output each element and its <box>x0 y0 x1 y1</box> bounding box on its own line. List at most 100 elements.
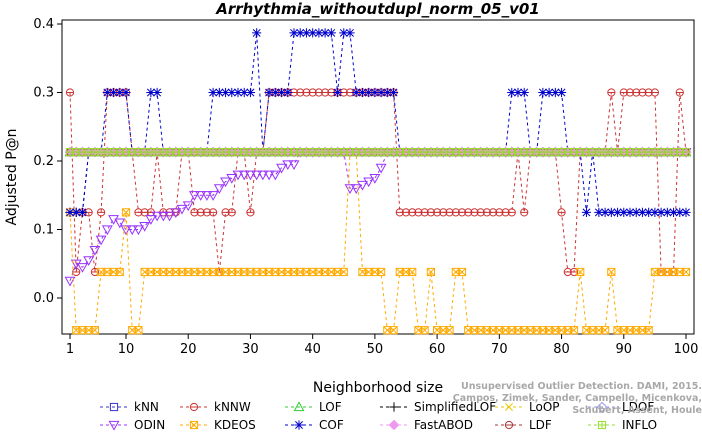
kdeos-point <box>681 267 691 277</box>
kdeos-point-box <box>72 326 81 335</box>
cof-point <box>370 87 380 98</box>
legend-label-knn: kNN <box>134 400 159 414</box>
kdeos-point-box <box>538 326 547 335</box>
cof-point <box>214 87 224 98</box>
x-tick-label: 100 <box>674 342 699 357</box>
kdeos-point-box <box>476 326 485 335</box>
legend-label-fastabod: FastABOD <box>414 418 473 432</box>
kdeos-point-box <box>190 267 199 277</box>
cof-point <box>308 28 318 38</box>
cof-point <box>681 207 691 217</box>
legend-item-odin: ODIN <box>100 418 165 432</box>
kdeos-point-box <box>675 267 684 277</box>
citation-line-1: Campos, Zimek, Sander, Campello, Micenko… <box>452 393 702 416</box>
kdeos-point <box>90 326 99 335</box>
kdeos-point-x <box>601 326 610 335</box>
simplifiedlof-line <box>70 151 686 213</box>
odin-point <box>101 225 113 236</box>
legend-item-lof: LOF <box>285 400 342 414</box>
kdeos-point-box <box>302 267 311 277</box>
cof-point <box>606 207 616 217</box>
odin-point <box>95 235 107 246</box>
legend-item-inflo: INFLO <box>588 418 657 432</box>
legend-label-ldof: LDOF <box>622 400 654 414</box>
kdeos-point-x <box>576 268 585 276</box>
kdeos-point-box <box>202 267 211 277</box>
cof-point <box>656 207 666 217</box>
kdeos-point-x <box>420 326 429 335</box>
legend-label-inflo: INFLO <box>622 418 657 432</box>
knnw-point <box>246 208 255 217</box>
kdeos-point-box <box>594 326 603 335</box>
x-tick-label: 70 <box>491 342 508 357</box>
series-kdeos <box>65 147 691 335</box>
knnw-point <box>557 208 566 217</box>
kdeos-point-box <box>215 267 224 277</box>
kdeos-point-box <box>333 267 342 277</box>
kdeos-point-x <box>377 268 386 276</box>
cof-point <box>239 87 249 98</box>
kdeos-point-box <box>177 267 187 277</box>
kdeos-point-box <box>501 326 510 335</box>
cof-point <box>121 87 131 98</box>
kdeos-point-box <box>569 326 579 335</box>
odin-line <box>69 151 686 282</box>
x-tick-label: 10 <box>118 342 135 357</box>
legend-marker-knnw <box>189 402 199 412</box>
cof-point <box>65 207 75 217</box>
odin-point <box>126 225 138 236</box>
odin-point <box>220 177 232 188</box>
cof-point <box>388 87 399 98</box>
legend-item-fastabod: FastABOD <box>380 418 473 432</box>
odin-point <box>132 225 144 236</box>
kdeos-point-x <box>570 326 578 335</box>
kdeos-point-x <box>115 268 124 276</box>
kdeos-point-box <box>246 267 255 277</box>
kdeos-point-box <box>681 267 691 277</box>
kdeos-point-box <box>258 267 267 277</box>
kdeos-point <box>426 267 435 277</box>
kdeos-point <box>607 267 616 277</box>
kdeos-point-box <box>451 267 460 277</box>
kdeos-point-box <box>532 326 541 335</box>
cof-point <box>227 87 237 98</box>
kdeos-point-box <box>265 267 274 277</box>
cof-point <box>320 28 330 38</box>
kdeos-point-x <box>682 268 690 276</box>
kdeos-point-box <box>109 267 118 277</box>
knnw-point <box>97 208 106 217</box>
kdeos-point-box <box>457 267 467 277</box>
odin-point <box>188 191 200 201</box>
kdeos-point-box <box>489 326 498 335</box>
kdeos-point-x <box>644 326 653 335</box>
cof-point <box>115 87 125 98</box>
kdeos-point-box <box>97 267 106 277</box>
odin-point <box>269 170 281 181</box>
y-tick-label: 0.4 <box>33 17 54 32</box>
cof-point <box>644 207 654 217</box>
cof-point <box>513 87 523 98</box>
series-simplifiedlof <box>65 147 691 217</box>
kdeos-point <box>445 326 454 335</box>
kdeos-point-box <box>370 267 379 277</box>
legend-item-ldof: LDOF <box>588 400 654 414</box>
cof-point <box>376 87 386 98</box>
cof-point <box>550 87 560 98</box>
legend-marker-inflo <box>597 420 607 430</box>
odin-point <box>182 201 194 212</box>
cof-point <box>364 87 374 98</box>
cof-point <box>289 28 299 38</box>
cof-line <box>70 32 686 213</box>
cof-point <box>382 87 392 98</box>
kdeos-point <box>457 267 467 277</box>
cof-point <box>108 87 119 98</box>
series-inflo <box>65 147 691 157</box>
odin-point <box>356 180 368 191</box>
kdeos-point-box <box>625 326 635 335</box>
kdeos-point-box <box>557 326 566 335</box>
kdeos-point-box <box>439 326 448 335</box>
cof-point <box>301 28 312 38</box>
legend-label-knnw: kNNW <box>214 400 251 414</box>
kdeos-point-box <box>619 326 628 335</box>
